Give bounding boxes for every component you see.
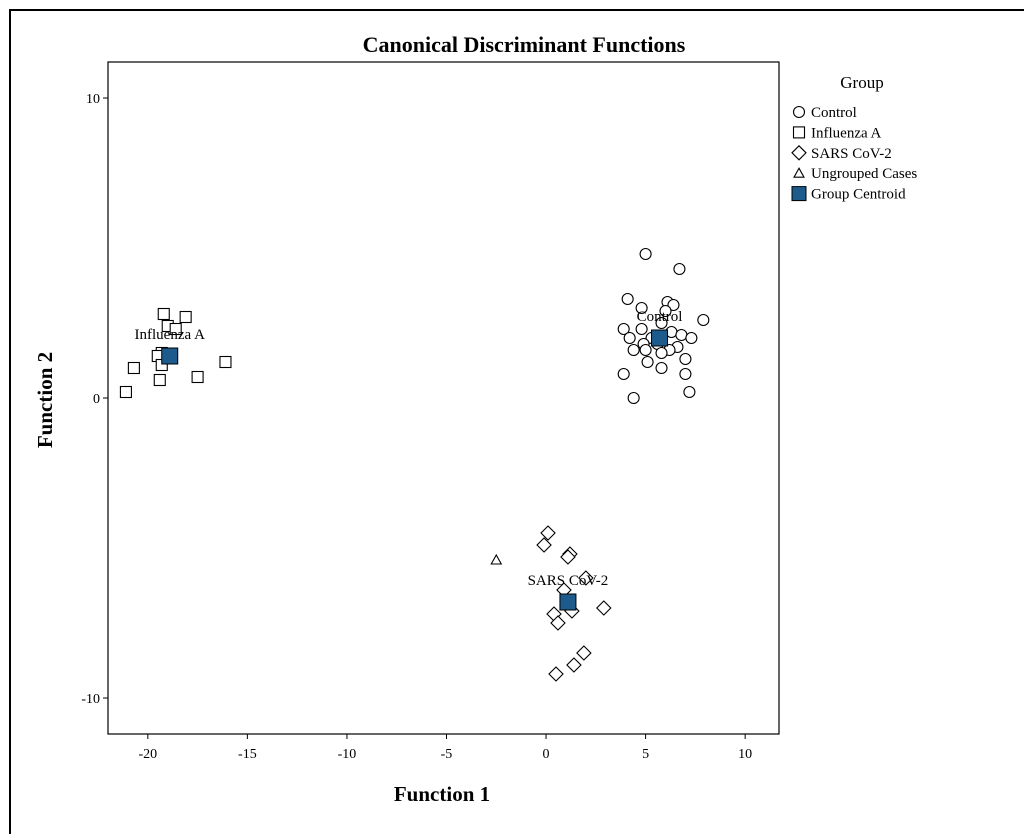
x-tick-label: 5 xyxy=(642,747,649,762)
sars-cov-2-point xyxy=(540,525,556,541)
control-point xyxy=(655,361,668,375)
control-point xyxy=(623,331,636,345)
x-axis-label: Function 1 xyxy=(394,782,490,806)
control-point xyxy=(621,292,634,306)
legend-marker-sars-cov-2 xyxy=(791,145,807,161)
legend-label: Control xyxy=(811,105,857,121)
legend-label: SARS CoV-2 xyxy=(811,146,892,162)
control-point xyxy=(673,262,686,276)
control-point xyxy=(655,316,668,330)
legend-item: Group Centroid xyxy=(791,186,906,203)
legend-item: Control xyxy=(792,105,857,121)
legend-label: Group Centroid xyxy=(811,187,906,203)
x-tick-label: -15 xyxy=(238,747,257,762)
control-point xyxy=(697,313,710,327)
group-centroid-point xyxy=(559,593,577,611)
legend-item: Influenza A xyxy=(792,125,882,141)
influenza-a-point xyxy=(191,370,204,384)
influenza-a-point xyxy=(169,322,182,336)
control-point xyxy=(667,298,680,312)
x-tick-label: -5 xyxy=(441,747,453,762)
sars-cov-2-point xyxy=(566,657,582,673)
sars-cov-2-point xyxy=(550,615,566,631)
legend-item: Ungrouped Cases xyxy=(793,166,917,182)
legend-label: Ungrouped Cases xyxy=(811,166,917,182)
influenza-a-point xyxy=(219,355,232,369)
centroid-label: Influenza A xyxy=(135,327,206,343)
x-tick-label: -20 xyxy=(138,747,157,762)
legend: Group Control Influenza A SARS CoV-2 Ungrou… xyxy=(791,73,917,203)
influenza-a-point xyxy=(153,373,166,387)
figure-frame xyxy=(9,9,1024,834)
legend-marker-influenza-a xyxy=(792,126,806,139)
influenza-a-point xyxy=(119,385,132,399)
influenza-a-point xyxy=(127,361,140,375)
control-point xyxy=(641,355,654,369)
sars-cov-2-point xyxy=(536,537,552,553)
y-tick-label: 0 xyxy=(93,392,100,407)
y-axis-label: Function 2 xyxy=(33,352,57,448)
control-point xyxy=(679,367,692,381)
centroid-label: Control xyxy=(637,309,683,325)
control-point xyxy=(635,301,648,315)
legend-title: Group xyxy=(840,73,883,92)
legend-item: SARS CoV-2 xyxy=(791,145,892,162)
control-point xyxy=(683,385,696,399)
sars-cov-2-point xyxy=(596,600,612,616)
centroid-label: SARS CoV-2 xyxy=(528,573,609,589)
chart-title: Canonical Discriminant Functions xyxy=(363,32,686,57)
control-point xyxy=(679,352,692,366)
legend-marker-group-centroid xyxy=(791,186,807,202)
group-centroid-point xyxy=(161,347,179,365)
ungrouped-cases-point xyxy=(490,553,503,565)
axes: -20 -15 -10 -5 0 5 10 -10 0 10 xyxy=(81,92,752,762)
control-point xyxy=(639,247,652,261)
x-tick-label: 10 xyxy=(738,747,752,762)
control-point xyxy=(655,346,668,360)
x-tick-label: -10 xyxy=(338,747,357,762)
y-tick-label: -10 xyxy=(81,692,100,707)
plot-area xyxy=(107,61,780,735)
sars-cov-2-point xyxy=(578,570,594,586)
control-point xyxy=(627,391,640,405)
influenza-a-point xyxy=(157,307,170,321)
data-markers: Control Influenza A SARS CoV-2 xyxy=(119,247,710,682)
control-point xyxy=(659,304,672,318)
y-tick-label: 10 xyxy=(86,92,100,107)
x-tick-label: 0 xyxy=(543,747,550,762)
control-point xyxy=(675,328,688,342)
sars-cov-2-point xyxy=(576,645,592,661)
sars-cov-2-point xyxy=(548,666,564,682)
control-point xyxy=(617,322,630,336)
control-point xyxy=(685,331,698,345)
influenza-a-point xyxy=(179,310,192,324)
control-point xyxy=(617,367,630,381)
legend-marker-ungrouped-cases xyxy=(793,167,805,178)
legend-marker-control xyxy=(792,105,806,119)
control-point xyxy=(639,343,652,357)
control-point xyxy=(627,343,640,357)
legend-label: Influenza A xyxy=(811,125,882,141)
sars-cov-2-point xyxy=(560,549,576,565)
group-centroid-point xyxy=(651,329,669,347)
control-point xyxy=(635,322,648,336)
